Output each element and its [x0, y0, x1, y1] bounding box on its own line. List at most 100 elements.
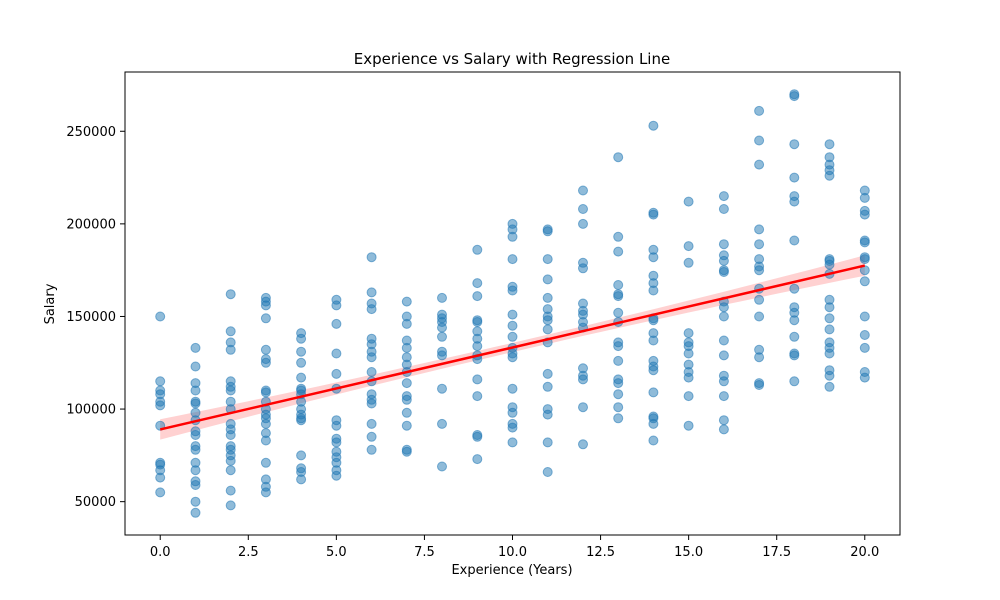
data-point [578, 204, 588, 214]
points-layer [155, 89, 870, 518]
data-point [401, 378, 412, 389]
regression-line-layer [159, 264, 866, 431]
data-point [754, 224, 765, 235]
data-point [648, 365, 659, 376]
data-point [472, 244, 483, 255]
data-point [683, 372, 694, 383]
data-point [859, 254, 870, 265]
data-point [366, 367, 377, 377]
data-point [859, 276, 870, 287]
x-tick-label: 10.0 [498, 545, 527, 560]
data-point [225, 385, 236, 396]
data-point [578, 402, 588, 413]
data-point [542, 368, 553, 379]
data-point [789, 172, 800, 183]
data-point [366, 398, 377, 409]
data-point [683, 328, 694, 339]
data-point [824, 381, 835, 392]
data-point [789, 139, 800, 150]
data-point [859, 311, 870, 322]
data-point [859, 330, 870, 340]
data-point [401, 407, 412, 418]
data-point [401, 342, 412, 353]
data-point [824, 313, 835, 324]
data-point [648, 209, 659, 220]
data-point [613, 291, 624, 302]
data-point [789, 196, 800, 207]
data-point [190, 361, 201, 372]
data-point [648, 120, 659, 131]
data-point [260, 487, 271, 498]
data-point [718, 191, 729, 202]
x-tick-label: 15.0 [674, 545, 703, 560]
data-point [648, 418, 659, 429]
x-axis-ticks: 0.0 2.5 5.0 7.5 10.0 12.5 15.0 17.5 20.0 [150, 535, 879, 560]
data-point [507, 285, 518, 296]
data-point [437, 383, 447, 394]
data-point [437, 461, 447, 472]
data-point [824, 324, 835, 335]
data-point [366, 252, 377, 263]
data-point [859, 209, 870, 220]
data-point [472, 278, 483, 289]
data-point [648, 315, 659, 326]
x-tick-label: 2.5 [238, 545, 259, 560]
data-point [260, 457, 271, 468]
data-point [824, 302, 835, 313]
data-point [507, 320, 518, 331]
plot-frame [124, 71, 901, 536]
x-tick-label: 17.5 [762, 545, 791, 560]
data-point [472, 291, 483, 302]
data-point [542, 315, 553, 326]
data-point [190, 465, 201, 476]
data-point [683, 196, 694, 207]
x-tick-label: 5.0 [326, 545, 347, 560]
y-axis-label: Salary [43, 283, 58, 324]
data-point [260, 300, 271, 311]
data-point [401, 446, 412, 457]
data-point [542, 437, 553, 448]
data-point [507, 422, 518, 433]
data-point [683, 420, 694, 431]
data-point [718, 239, 729, 250]
data-point [437, 350, 447, 361]
data-point [296, 450, 307, 461]
data-point [296, 415, 307, 426]
x-tick-label: 0.0 [150, 545, 171, 560]
data-point [613, 378, 624, 389]
data-point [718, 335, 729, 346]
x-tick-label: 20.0 [850, 545, 879, 560]
data-point [472, 374, 483, 385]
data-point [507, 331, 518, 342]
data-point [542, 324, 553, 335]
data-point [754, 311, 765, 322]
data-point [190, 342, 201, 353]
data-point [225, 500, 236, 511]
data-point [331, 437, 342, 448]
data-point [578, 439, 588, 450]
data-point [718, 391, 729, 402]
data-point [190, 480, 201, 490]
data-point [859, 372, 870, 383]
regression-line [159, 264, 866, 431]
data-point [331, 300, 342, 311]
data-point [296, 474, 307, 485]
data-point [366, 352, 377, 363]
data-point [260, 418, 271, 429]
data-point [542, 467, 553, 477]
data-point [824, 139, 835, 150]
data-point [472, 341, 483, 352]
data-point [190, 398, 201, 409]
y-tick-label: 200000 [66, 217, 116, 232]
data-point [648, 387, 659, 398]
data-point [472, 454, 483, 465]
x-tick-label: 12.5 [586, 545, 615, 560]
data-point [190, 444, 201, 455]
data-point [754, 352, 765, 363]
data-point [683, 241, 694, 252]
data-point [437, 292, 447, 303]
data-point [718, 255, 729, 266]
data-point [155, 400, 166, 411]
data-point [401, 296, 412, 307]
data-point [507, 407, 518, 418]
